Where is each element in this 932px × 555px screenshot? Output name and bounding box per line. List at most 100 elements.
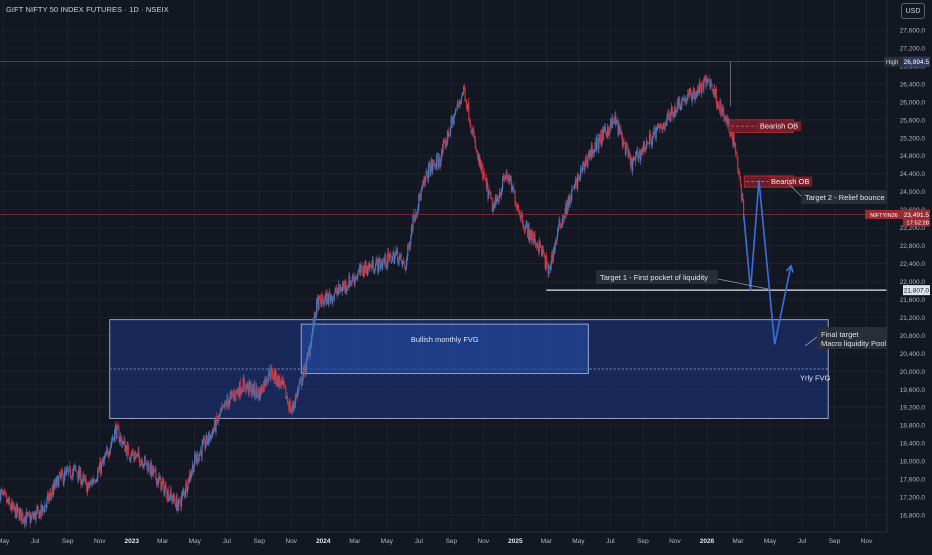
candle-body	[319, 295, 321, 298]
candle-body	[368, 264, 370, 269]
candle-body	[617, 121, 619, 135]
currency-button[interactable]: USD	[901, 3, 925, 19]
candle-body	[520, 212, 522, 218]
candle-body	[287, 401, 289, 404]
time-tick-label: Mar	[349, 538, 361, 545]
candle-body	[650, 136, 652, 145]
candle-body	[332, 297, 334, 303]
candle-body	[200, 450, 202, 457]
candle-body	[455, 109, 457, 111]
candle-body	[136, 453, 139, 455]
candle-body	[543, 252, 545, 254]
final-target-box	[817, 327, 889, 349]
candle-body	[53, 483, 55, 488]
candle-body	[653, 132, 655, 134]
time-tick-label: Nov	[94, 538, 106, 545]
candle-body	[712, 89, 714, 90]
candle-body	[312, 322, 314, 333]
last-price-bg	[903, 209, 930, 227]
candle-body	[692, 92, 694, 99]
candle-body	[116, 425, 119, 427]
candle-body	[58, 476, 60, 487]
candle-body	[727, 120, 729, 125]
candle-body	[462, 92, 464, 96]
candle-body	[83, 474, 85, 478]
candle-body	[540, 248, 543, 256]
candle-body	[5, 494, 7, 496]
time-tick-label: Mar	[157, 538, 169, 545]
candle-body	[451, 118, 453, 123]
final-target-label: Macro liquidity Pool	[821, 339, 886, 348]
candle-body	[524, 228, 526, 231]
candle-body	[509, 175, 511, 180]
candle-body	[159, 476, 161, 480]
candle-body	[401, 260, 403, 264]
candle-body	[246, 385, 248, 388]
candle-body	[11, 502, 14, 508]
candle-body	[251, 392, 253, 395]
candle-body	[266, 380, 269, 382]
candle-body	[165, 485, 167, 498]
candle-body	[94, 481, 96, 483]
candle-body	[477, 150, 479, 158]
candle-body	[683, 98, 685, 101]
candle-body	[365, 262, 367, 268]
candle-body	[202, 442, 204, 445]
candle-body	[417, 206, 419, 211]
candle-body	[506, 172, 508, 179]
candle-body	[713, 88, 715, 96]
candle-body	[169, 496, 171, 499]
candle-body	[181, 493, 183, 497]
time-tick-label: May	[381, 538, 394, 545]
candle-body	[532, 231, 534, 241]
candle-body	[47, 493, 50, 502]
time-tick-label: Jul	[415, 538, 424, 545]
price-tick-label: 18,800.0	[900, 423, 926, 430]
candle-body	[596, 137, 598, 139]
candle-body	[703, 78, 705, 89]
candle-body	[623, 138, 625, 143]
time-tick-label: 2025	[508, 538, 523, 545]
candle-body	[664, 126, 666, 130]
time-axis[interactable]: May Jul Sep Nov 2023 Mar May Jul Sep Nov 2024 Mar Ma…	[0, 531, 932, 550]
candle-body	[525, 224, 527, 227]
candle-body	[402, 261, 405, 263]
time-tick-label: 2024	[316, 538, 331, 545]
candle-body	[529, 230, 531, 241]
candle-body	[679, 99, 681, 110]
target-1-label: Target 1 - First pocket of liquidity	[600, 273, 708, 282]
candle-body	[28, 513, 30, 517]
time-tick-label: Jul	[223, 538, 232, 545]
candle-body	[76, 472, 78, 476]
candle-body	[170, 491, 172, 496]
candle-body	[130, 451, 133, 457]
candle-body	[262, 390, 264, 392]
candle-body	[358, 267, 360, 272]
candle-body	[30, 516, 32, 523]
candle-body	[443, 140, 446, 141]
candle-body	[30, 515, 33, 518]
candle-body	[470, 126, 472, 132]
price-axis[interactable]: 16,800.0 17,200.0 17,600.0 18,000.0 18,400.0…	[886, 0, 932, 550]
candle-body	[252, 384, 255, 397]
price-tick-label: 16,800.0	[900, 513, 926, 520]
candle-body	[259, 387, 261, 401]
candle-body	[120, 436, 122, 439]
candle-body	[233, 393, 235, 397]
candle-body	[702, 84, 704, 90]
target-1-connector	[717, 278, 769, 290]
candle-body	[443, 140, 445, 144]
candle-body	[495, 198, 497, 202]
candle-body	[610, 120, 612, 129]
candle-body	[662, 126, 664, 130]
candle-body	[732, 135, 734, 144]
price-tick-label: 22,400.0	[900, 261, 926, 268]
candle-body	[514, 192, 516, 204]
high-tag: High	[886, 60, 898, 66]
candle-body	[637, 155, 640, 159]
price-tick-label: 17,600.0	[900, 477, 926, 484]
time-tick-label: May	[764, 538, 777, 545]
candle-body	[659, 124, 662, 128]
